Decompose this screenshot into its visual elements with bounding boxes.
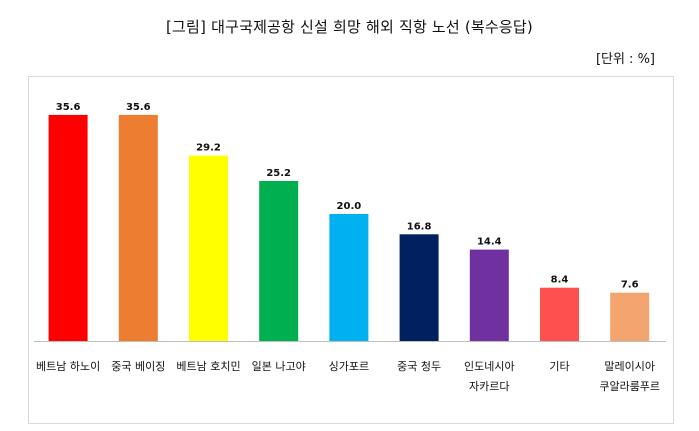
- value-label: 16.8: [407, 221, 432, 232]
- value-label: 8.4: [551, 275, 569, 286]
- value-label: 14.4: [477, 237, 502, 248]
- category-label: 중국 베이징: [111, 360, 165, 373]
- bar: [329, 214, 369, 341]
- bar: [189, 155, 228, 341]
- value-label: 29.2: [196, 143, 221, 154]
- value-label: 35.6: [56, 102, 81, 113]
- unit-label: [단위 : %]: [595, 52, 655, 67]
- category-label: 기타: [549, 360, 569, 373]
- bar: [540, 287, 579, 341]
- category-label: 중국 청두: [397, 360, 441, 373]
- value-label: 7.6: [621, 280, 639, 291]
- category-label: 쿠알라룸푸르: [599, 379, 660, 393]
- category-label: 베트남 호치민: [176, 360, 240, 373]
- category-label: 자카르다: [469, 380, 509, 393]
- category-label: 싱가포르: [329, 360, 369, 373]
- value-label: 35.6: [126, 102, 151, 113]
- bar: [610, 292, 650, 341]
- bar: [259, 181, 299, 341]
- chart-title: [그림] 대구국제공항 신설 희망 해외 직항 노선 (복수응답): [166, 18, 533, 36]
- bar: [48, 114, 88, 342]
- bar: [118, 114, 158, 342]
- bar: [399, 234, 439, 341]
- value-label: 25.2: [266, 168, 291, 179]
- value-label: 20.0: [337, 201, 362, 212]
- category-label: 말레이시아: [604, 360, 655, 373]
- category-label: 베트남 하노이: [36, 359, 100, 373]
- category-label: 일본 나고야: [252, 359, 306, 373]
- bar: [469, 249, 509, 341]
- category-label: 인도네시아: [464, 360, 515, 373]
